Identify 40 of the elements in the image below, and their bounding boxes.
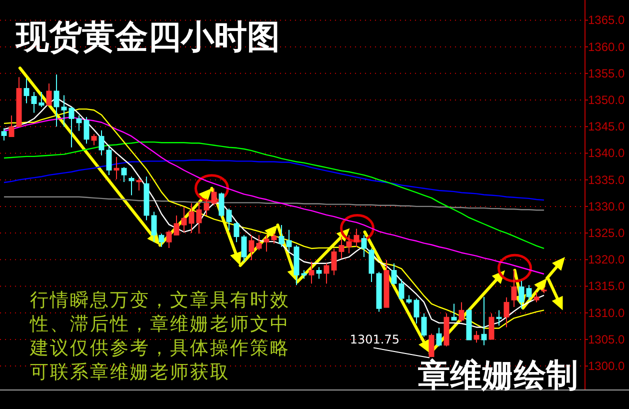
candlestick: [24, 78, 30, 104]
candlestick: [436, 327, 442, 347]
candlestick: [451, 303, 457, 321]
y-tick-label: 1345.0: [588, 120, 626, 134]
y-tick-label: 1325.0: [588, 226, 626, 240]
y-tick-label: 1355.0: [588, 66, 626, 80]
candlestick: [511, 270, 517, 308]
y-tick-label: 1305.0: [588, 332, 626, 346]
candlestick: [128, 176, 134, 196]
candlestick: [361, 234, 367, 258]
annotation: 章维姗绘制: [418, 356, 578, 394]
y-tick-label: 1300.0: [588, 359, 626, 374]
candlestick: [121, 166, 127, 182]
candlestick: [481, 296, 487, 346]
y-tick-label: 1310.0: [588, 306, 626, 320]
candlestick: [316, 266, 322, 280]
annotation: 行情瞬息万变，文章具有时效性、滞后性，章维姗老师文中建议仅供参考，具体操作策略可联系章维姗老师获取: [29, 289, 290, 383]
candlestick: [474, 330, 480, 344]
candlestick: [458, 302, 464, 322]
y-tick-label: 1360.0: [588, 40, 626, 54]
candlestick: [46, 83, 52, 106]
candlestick: [504, 296, 510, 328]
y-tick-label: 1340.0: [588, 146, 626, 160]
candlestick: [114, 156, 120, 180]
text: 现货黄金四小时图: [15, 17, 280, 56]
annotation: 1301.75: [350, 332, 400, 347]
y-tick-label: 1315.0: [588, 279, 626, 294]
y-tick-label: 1335.0: [588, 172, 626, 187]
candlestick: [488, 312, 494, 340]
y-tick-label: 1365.0: [588, 13, 626, 28]
candlestick: [428, 333, 434, 358]
y-tick-label: 1320.0: [588, 252, 626, 267]
candlestick: [534, 292, 540, 303]
candlestick: [308, 261, 314, 284]
candlestick: [496, 310, 502, 326]
candlestick: [136, 178, 142, 191]
y-tick-label: 1330.0: [588, 199, 626, 214]
candlestick: [1, 128, 7, 141]
candlestick: [91, 134, 97, 146]
y-tick-label: 1350.0: [588, 93, 626, 108]
